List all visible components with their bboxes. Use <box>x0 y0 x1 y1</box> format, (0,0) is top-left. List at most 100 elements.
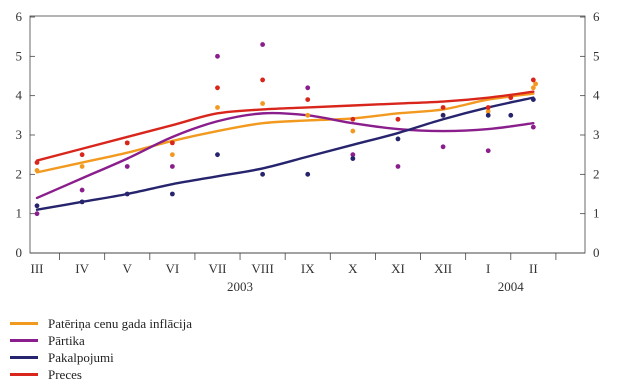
legend-swatch <box>10 339 38 342</box>
legend-swatch <box>10 373 38 376</box>
y-axis-left: 0 1 2 3 4 5 6 <box>16 9 35 260</box>
legend-label: Pārtika <box>48 332 85 348</box>
legend-label: Pakalpojumi <box>48 349 114 365</box>
legend-label: Patēriņa cenu gada inflācija <box>48 315 193 331</box>
data-point <box>260 101 266 106</box>
x-tick-label: III <box>31 261 44 276</box>
data-point <box>530 124 536 130</box>
x-tick-label: VI <box>166 261 180 276</box>
y-tick-label-left: 5 <box>16 48 23 63</box>
series-lines <box>35 90 535 211</box>
data-point <box>215 152 220 158</box>
data-point <box>533 81 538 87</box>
series-points <box>34 42 538 217</box>
data-point <box>169 152 175 158</box>
data-point <box>79 187 85 193</box>
data-point <box>215 105 220 110</box>
y-tick-label-right: 0 <box>593 245 600 260</box>
y-tick-label-right: 2 <box>593 166 600 181</box>
y-tick-label-right: 3 <box>593 127 600 142</box>
data-point <box>395 164 401 169</box>
y-tick-label-right: 5 <box>593 48 600 63</box>
x-tick-label: V <box>123 261 133 276</box>
year-label: 2003 <box>227 279 253 294</box>
data-point <box>440 144 446 150</box>
year-label: 2004 <box>498 279 525 294</box>
data-point <box>34 203 40 209</box>
legend-swatch <box>10 356 38 359</box>
data-point <box>530 97 536 102</box>
y-tick-label-right: 6 <box>593 9 600 24</box>
data-point <box>169 164 175 169</box>
data-point <box>305 112 311 118</box>
x-tick-label: VII <box>208 261 226 276</box>
y-tick-label-left: 0 <box>16 245 23 260</box>
y-tick-label-right: 4 <box>593 88 600 103</box>
data-point <box>305 85 311 91</box>
data-point <box>34 211 40 217</box>
data-point <box>485 148 491 154</box>
data-point <box>350 116 356 122</box>
legend-item: Pakalpojumi <box>10 349 192 366</box>
legend-item: Pārtika <box>10 332 192 349</box>
data-point <box>305 97 311 102</box>
data-point <box>485 112 491 118</box>
data-point <box>395 136 401 142</box>
data-point <box>169 140 175 146</box>
series-line-2 <box>35 96 535 211</box>
x-tick-label: XII <box>434 261 452 276</box>
data-point <box>440 105 446 110</box>
data-point <box>350 152 356 158</box>
data-point <box>260 171 266 177</box>
x-tick-label: XI <box>391 261 405 276</box>
data-point <box>79 152 85 158</box>
x-tick-label: VIII <box>251 261 273 276</box>
legend-item: Patēriņa cenu gada inflācija <box>10 315 192 332</box>
data-point <box>440 112 446 118</box>
series-line-3 <box>35 90 535 162</box>
data-point <box>305 171 311 177</box>
data-point <box>395 116 401 122</box>
plot-frame <box>29 15 586 254</box>
data-point <box>124 140 130 146</box>
data-point <box>350 156 356 162</box>
data-point <box>79 199 85 205</box>
legend-swatch <box>10 322 38 325</box>
legend-item: Preces <box>10 366 192 383</box>
x-tick-label: X <box>348 261 358 276</box>
y-tick-label-left: 1 <box>16 206 23 221</box>
data-point <box>215 85 220 91</box>
x-tick-label: I <box>486 261 490 276</box>
data-point <box>79 164 85 169</box>
series-line-0 <box>35 92 535 174</box>
y-axis-right: 0 1 2 3 4 5 6 <box>580 9 600 260</box>
data-point <box>485 109 491 114</box>
data-point <box>485 105 491 110</box>
plot-border <box>29 15 586 254</box>
y-tick-label-left: 6 <box>16 9 23 24</box>
legend-label: Preces <box>48 366 82 382</box>
data-point <box>124 191 130 197</box>
series-line-1 <box>35 111 535 200</box>
x-tick-label: II <box>529 261 538 276</box>
x-tick-label: IX <box>301 261 315 276</box>
y-tick-label-left: 4 <box>16 88 23 103</box>
x-tick-label: IV <box>75 261 89 276</box>
data-point <box>350 128 356 134</box>
data-point <box>215 53 220 59</box>
data-point <box>508 95 514 101</box>
data-point <box>530 77 536 83</box>
data-point <box>169 191 175 197</box>
legend: Patēriņa cenu gada inflācija Pārtika Pakal… <box>10 315 192 383</box>
data-point <box>34 160 40 165</box>
data-point <box>260 77 266 83</box>
data-point <box>124 164 130 169</box>
y-tick-label-right: 1 <box>593 206 600 221</box>
data-point <box>530 85 536 91</box>
data-point <box>34 168 40 173</box>
data-point <box>260 42 266 47</box>
data-point <box>508 112 514 118</box>
y-tick-label-left: 3 <box>16 127 23 142</box>
